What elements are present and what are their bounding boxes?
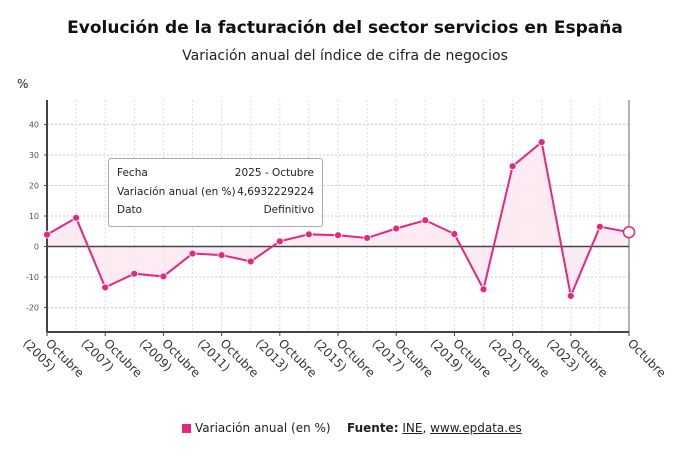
tooltip: Fecha 2025 - Octubre Variación anual (en … xyxy=(108,158,323,227)
x-tick-label: Octubre(2009) xyxy=(137,325,203,391)
legend[interactable]: Variación anual (en %) xyxy=(182,421,331,435)
data-point xyxy=(392,224,401,233)
tooltip-label: Fecha xyxy=(117,167,148,179)
x-tick-label: Octubre(2021) xyxy=(486,325,552,391)
data-point xyxy=(246,257,255,266)
tooltip-row-date: Fecha 2025 - Octubre xyxy=(117,164,314,183)
data-point xyxy=(537,138,546,147)
chart-title: Evolución de la facturación del sector s… xyxy=(67,18,623,38)
y-tick-label: 0 xyxy=(34,243,39,252)
y-tick-label: -20 xyxy=(26,304,39,313)
y-tick-label: 40 xyxy=(29,120,39,129)
y-tick-label: -10 xyxy=(26,273,39,282)
series-area xyxy=(47,142,629,296)
data-point xyxy=(450,230,459,238)
source-link-ine[interactable]: INE xyxy=(402,421,423,435)
x-tick-label: Octubre(2007) xyxy=(78,325,144,391)
source-link-epdata[interactable]: www.epdata.es xyxy=(430,421,522,435)
data-point xyxy=(363,234,372,242)
legend-label: Variación anual (en %) xyxy=(195,421,331,435)
data-point xyxy=(334,231,342,240)
data-point xyxy=(479,285,488,294)
data-point xyxy=(596,222,604,231)
data-point-highlighted xyxy=(622,225,636,239)
data-point xyxy=(130,269,139,278)
x-tick-label: Octubre(2023) xyxy=(544,325,610,391)
tooltip-label: Variación anual (en %) xyxy=(117,185,236,198)
y-tick-label: 20 xyxy=(29,181,39,190)
data-point xyxy=(275,237,284,246)
data-point xyxy=(304,230,313,239)
x-tick-label: Octubre xyxy=(625,336,669,380)
data-point xyxy=(72,213,80,222)
tooltip-row-status: Dato Definitivo xyxy=(117,201,314,220)
data-point xyxy=(566,292,575,300)
tooltip-label: Dato xyxy=(117,204,143,216)
tooltip-row-value: Variación anual (en %) 4,6932229224 xyxy=(117,183,314,202)
x-tick-label: Octubre(2011) xyxy=(195,325,261,391)
data-point xyxy=(508,162,517,171)
tooltip-value: Definitivo xyxy=(263,204,314,216)
y-axis-label: % xyxy=(17,77,29,91)
data-point xyxy=(101,283,110,292)
data-point xyxy=(159,272,168,281)
tooltip-value: 4,6932229224 xyxy=(237,185,314,198)
source-label: Fuente: xyxy=(347,421,399,435)
y-tick-label: 30 xyxy=(29,151,39,160)
data-point xyxy=(188,249,197,258)
x-tick-label: Octubre(2015) xyxy=(311,325,377,391)
tooltip-value: 2025 - Octubre xyxy=(234,167,314,179)
x-tick-label: Octubre(2005) xyxy=(20,325,86,391)
x-tick-label: Octubre(2019) xyxy=(428,325,494,391)
source-separator: , xyxy=(422,421,427,435)
x-tick-label: Octubre(2013) xyxy=(253,325,319,391)
data-point xyxy=(217,251,226,259)
x-tick-label: Octubre(2017) xyxy=(369,325,435,391)
legend-swatch xyxy=(182,423,191,433)
y-tick-label: 10 xyxy=(29,212,39,221)
data-point xyxy=(421,216,430,225)
source: Fuente: INE, www.epdata.es xyxy=(347,421,522,435)
chart-subtitle: Variación anual del índice de cifra de n… xyxy=(182,48,508,64)
data-point xyxy=(43,230,51,239)
